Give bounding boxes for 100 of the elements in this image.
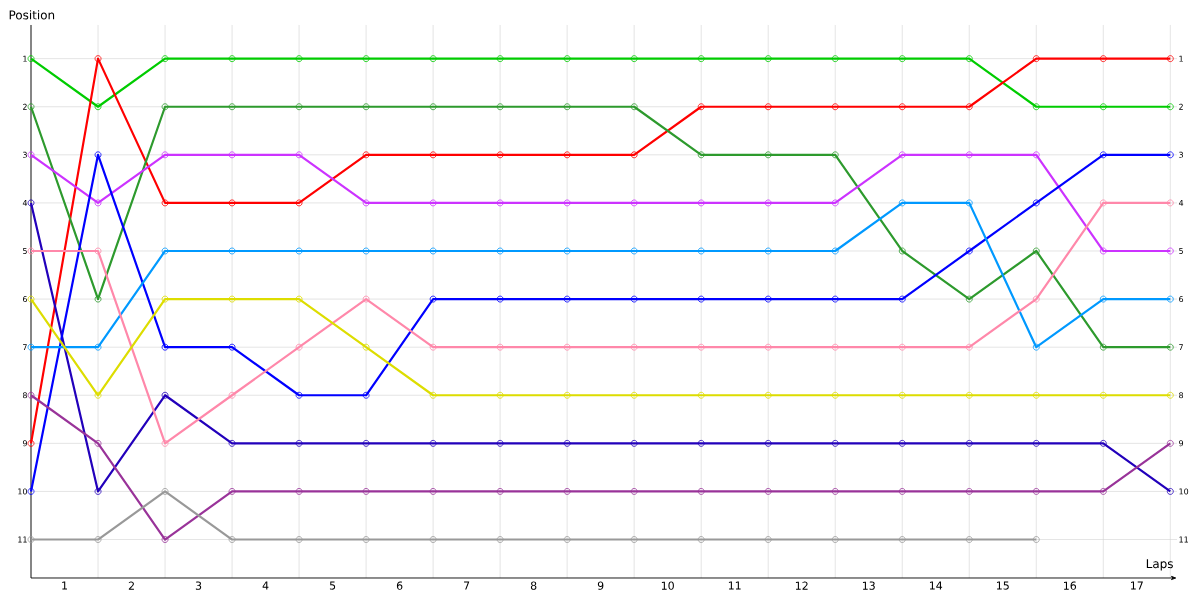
point [1032,488,1040,495]
point [1099,247,1107,255]
point [429,391,437,399]
point [1166,103,1174,111]
point [496,103,504,111]
point [831,199,839,207]
point [898,247,906,255]
point [228,343,236,351]
x-axis-title: Laps [1146,559,1173,571]
point [965,103,973,111]
point [1166,343,1174,351]
point [161,103,169,111]
point [831,151,839,159]
point [94,391,102,399]
point [1032,391,1040,399]
point [563,536,571,543]
point [1099,439,1107,447]
point [1032,536,1040,543]
point [27,488,35,495]
x-tick-label: 15 [997,581,1009,590]
point [362,488,370,495]
point [965,343,973,351]
point [965,295,973,303]
point [1099,55,1107,63]
point [228,103,236,111]
point [965,536,973,543]
point [831,103,839,111]
point [630,247,638,255]
point [429,295,437,303]
point [965,199,973,207]
point [496,295,504,303]
point [965,439,973,447]
point [161,536,169,543]
x-tick-label: 13 [862,581,875,590]
point [1099,151,1107,159]
point [898,199,906,207]
x-tick-label: 9 [597,581,604,590]
point [27,199,35,207]
point [831,343,839,351]
point [697,536,705,543]
point [764,391,772,399]
point [630,199,638,207]
point [27,103,35,111]
x-tick-label: 2 [128,581,134,590]
point [161,55,169,63]
point [161,391,169,399]
point [764,151,772,159]
point [563,247,571,255]
point [94,439,102,447]
x-tick-label: 3 [195,581,202,590]
point [228,536,236,543]
point [831,439,839,447]
point [228,439,236,447]
point [362,151,370,159]
x-tick-label: 1 [62,581,67,590]
point [161,199,169,207]
point [27,295,35,303]
point [161,439,169,447]
point [965,247,973,255]
point [295,247,303,255]
point [27,343,35,351]
point [496,199,504,207]
point [898,55,906,63]
point [429,488,437,495]
point [563,151,571,159]
x-tick-label: 16 [1064,581,1077,590]
point [429,55,437,63]
point [697,151,705,159]
point [362,199,370,207]
point [764,103,772,111]
point [94,103,102,111]
point [94,536,102,543]
point [630,391,638,399]
point [429,199,437,207]
point [496,488,504,495]
point [94,295,102,303]
x-tick-label: 10 [661,581,674,590]
point [161,488,169,495]
point [94,55,102,63]
point [1166,391,1174,399]
point [362,55,370,63]
point [764,247,772,255]
point [630,55,638,63]
point [1032,295,1040,303]
point [697,488,705,495]
point [563,199,571,207]
point [965,391,973,399]
point [27,391,35,399]
point [630,295,638,303]
point [965,488,973,495]
point [1166,295,1174,303]
x-tick-label: 5 [329,581,336,590]
point [362,439,370,447]
x-tick-label: 12 [795,581,808,590]
point [764,536,772,543]
point [429,151,437,159]
point [27,151,35,159]
point [295,103,303,111]
point [697,295,705,303]
point [563,103,571,111]
